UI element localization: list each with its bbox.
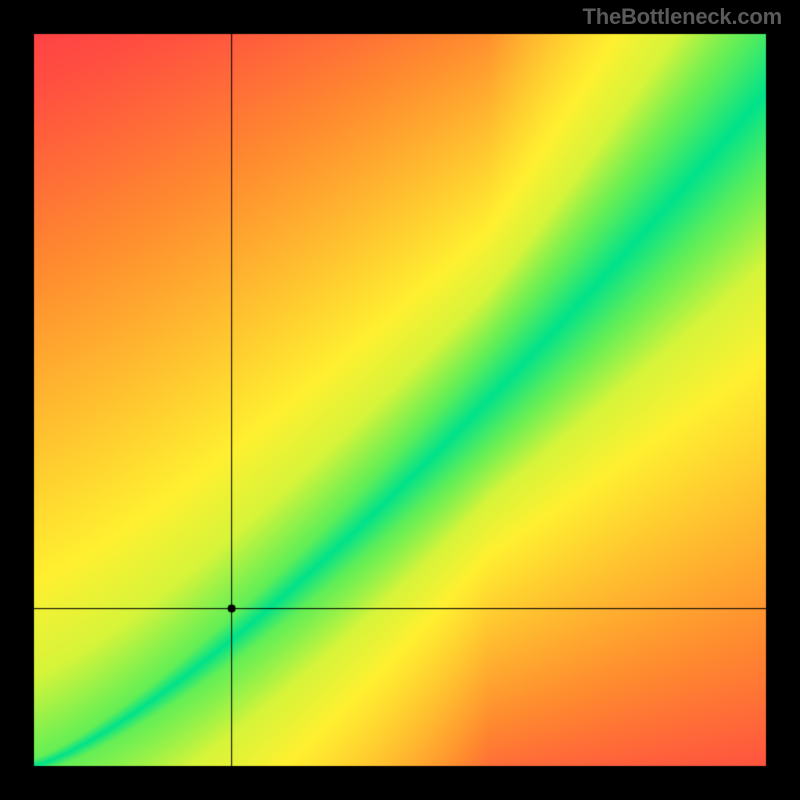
chart-container: TheBottleneck.com	[0, 0, 800, 800]
bottleneck-heatmap	[0, 0, 800, 800]
watermark-text: TheBottleneck.com	[582, 4, 782, 30]
